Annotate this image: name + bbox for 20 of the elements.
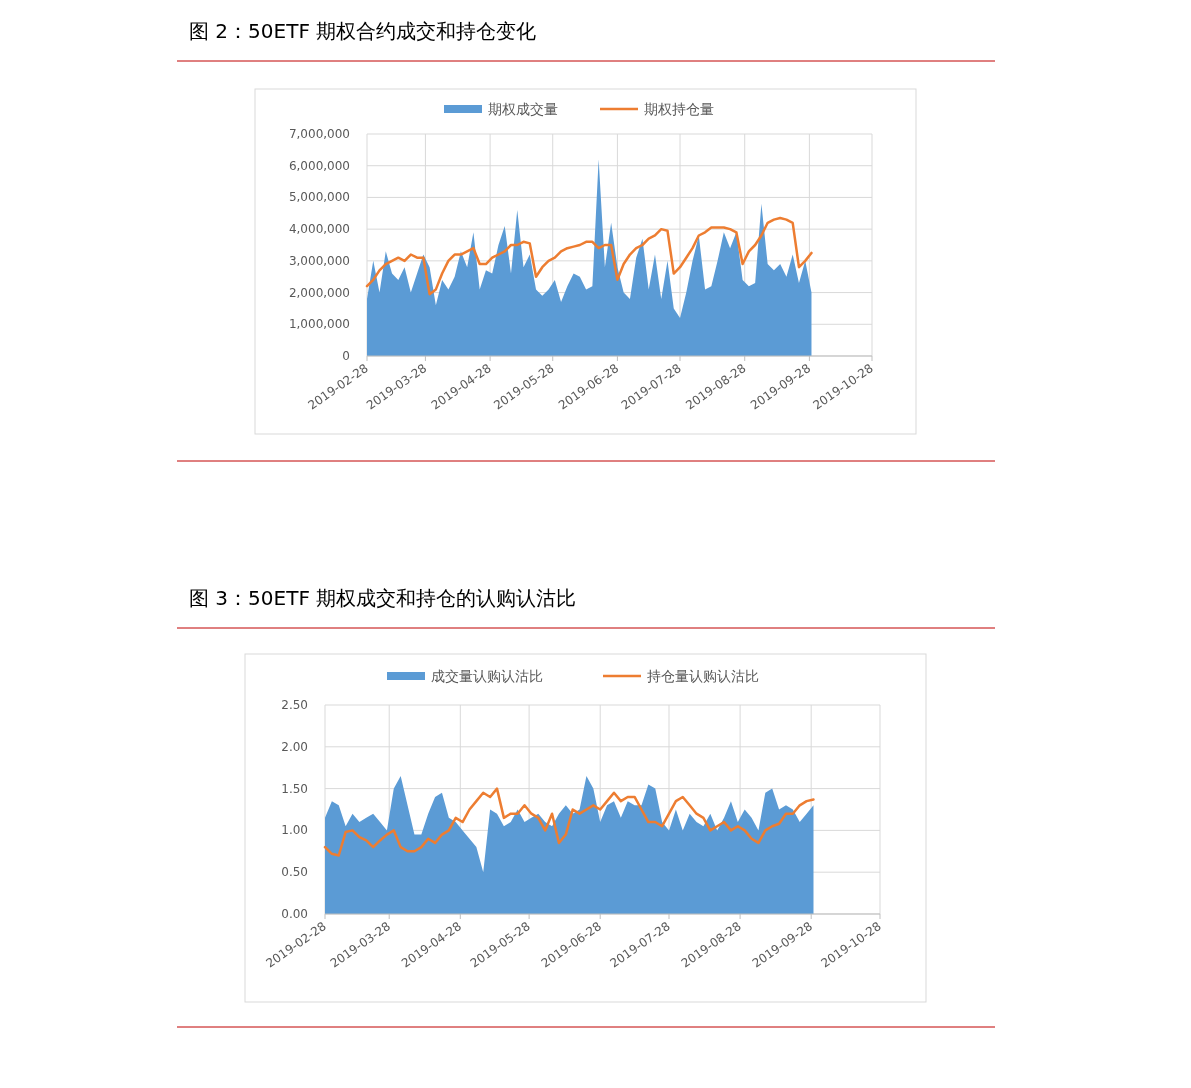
legend-label: 成交量认购认沽比 <box>431 668 543 684</box>
y-tick-label: 1.50 <box>281 781 308 796</box>
y-tick-label: 0.00 <box>281 907 308 921</box>
y-tick-label: 2.50 <box>281 698 308 712</box>
y-tick-label: 4,000,000 <box>288 222 350 237</box>
y-tick-label: 2,000,000 <box>288 285 350 300</box>
y-tick-label: 2.00 <box>281 739 308 754</box>
y-tick-label: 7,000,000 <box>288 127 350 141</box>
legend-label: 期权成交量 <box>488 101 558 117</box>
y-tick-label: 0 <box>342 349 350 363</box>
y-tick-label: 1,000,000 <box>288 317 350 332</box>
y-tick-label: 0.50 <box>281 865 308 880</box>
y-tick-label: 3,000,000 <box>288 253 350 268</box>
y-tick-label: 1.00 <box>281 823 308 838</box>
chart-title: 图 2：50ETF 期权合约成交和持仓变化 <box>189 19 537 43</box>
y-tick-label: 5,000,000 <box>288 190 350 205</box>
legend-label: 持仓量认购认沽比 <box>647 668 759 684</box>
y-tick-label: 6,000,000 <box>288 158 350 173</box>
chart-title: 图 3：50ETF 期权成交和持仓的认购认沽比 <box>189 586 577 610</box>
legend-label: 期权持仓量 <box>644 101 714 117</box>
